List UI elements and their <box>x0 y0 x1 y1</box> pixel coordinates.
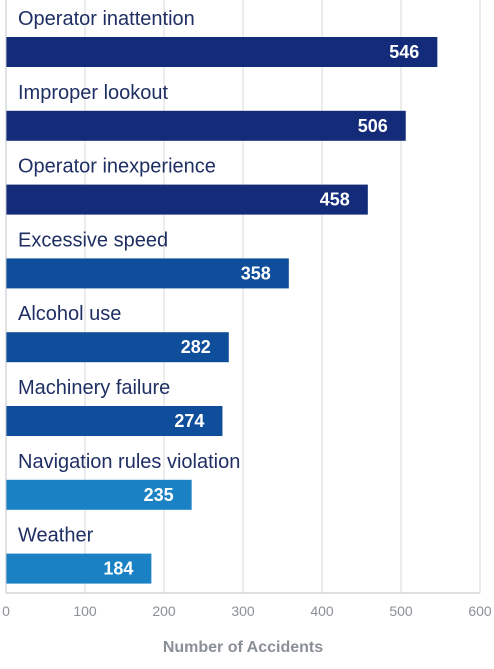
category-label: Operator inattention <box>18 8 195 30</box>
category-label: Weather <box>18 525 94 547</box>
bar-value-label: 184 <box>103 559 133 579</box>
bar <box>6 479 192 510</box>
x-tick-label: 500 <box>389 603 413 619</box>
bar-value-label: 282 <box>181 337 211 357</box>
bar-value-label: 506 <box>358 116 388 136</box>
category-label: Navigation rules violation <box>18 451 240 473</box>
x-tick-label: 0 <box>2 603 10 619</box>
bar-value-label: 274 <box>174 411 204 431</box>
category-label: Improper lookout <box>18 82 169 104</box>
bar <box>6 553 152 584</box>
bar-value-label: 458 <box>320 190 350 210</box>
bar-value-label: 235 <box>144 485 174 505</box>
category-label: Operator inexperience <box>18 156 216 178</box>
bars: Operator inattention 546 Improper lookout 5… <box>6 8 438 584</box>
category-label: Excessive speed <box>18 229 168 251</box>
bar <box>6 184 368 215</box>
x-axis-title: Number of Accidents <box>163 639 323 656</box>
bar <box>6 332 229 363</box>
bar <box>6 406 223 436</box>
x-tick-label: 100 <box>73 603 97 619</box>
x-tick-label: 600 <box>468 603 492 619</box>
x-axis: 0 100 200 300 400 500 600 <box>2 0 492 619</box>
bar <box>6 258 289 289</box>
bar-value-label: 358 <box>241 263 271 283</box>
x-tick-label: 200 <box>152 603 176 619</box>
bar <box>6 110 406 141</box>
x-tick-label: 300 <box>231 603 255 619</box>
category-label: Alcohol use <box>18 303 121 325</box>
category-label: Machinery failure <box>18 377 170 399</box>
bar <box>6 37 438 67</box>
x-tick-label: 400 <box>310 603 334 619</box>
bar-value-label: 546 <box>389 42 419 62</box>
